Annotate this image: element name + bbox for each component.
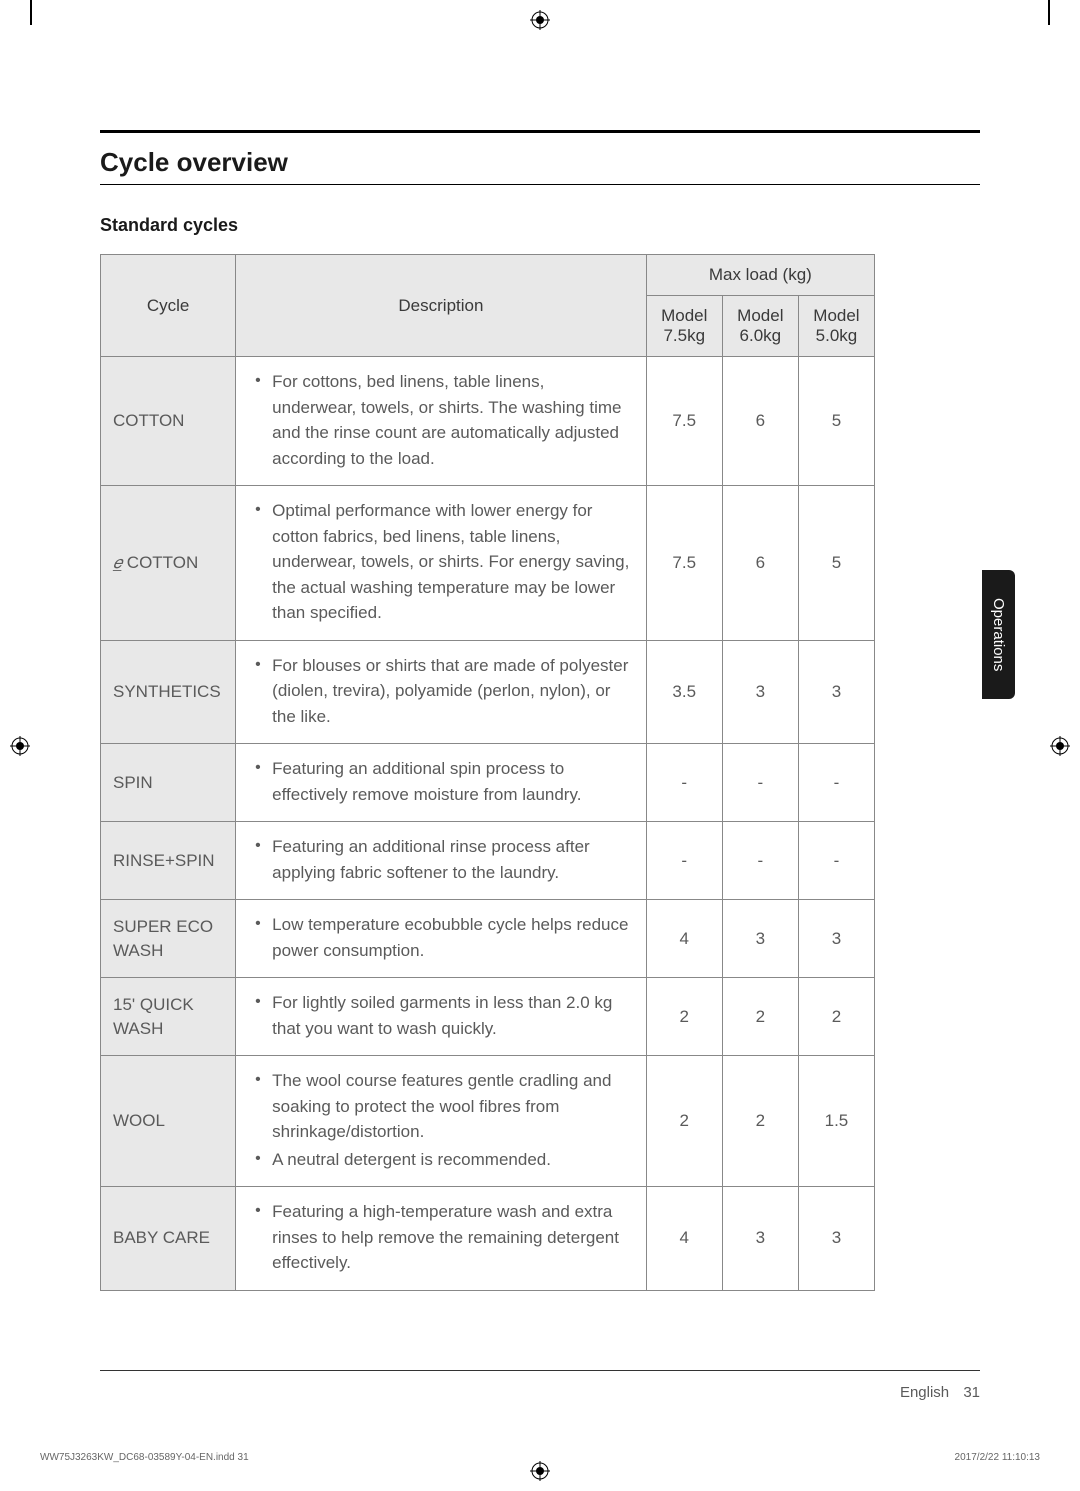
table-row: WOOLThe wool course features gentle crad… bbox=[101, 1056, 875, 1187]
load-value: 7.5 bbox=[646, 486, 722, 641]
table-row: 𝑒̲ COTTONOptimal performance with lower … bbox=[101, 486, 875, 641]
description-item: Featuring an additional rinse process af… bbox=[250, 834, 632, 885]
cycle-name: BABY CARE bbox=[101, 1187, 236, 1291]
description-item: Featuring a high-temperature wash and ex… bbox=[250, 1199, 632, 1276]
load-value: - bbox=[722, 822, 798, 900]
description-cell: Featuring a high-temperature wash and ex… bbox=[236, 1187, 647, 1291]
description-cell: The wool course features gentle cradling… bbox=[236, 1056, 647, 1187]
load-value: 2 bbox=[798, 978, 874, 1056]
description-cell: Optimal performance with lower energy fo… bbox=[236, 486, 647, 641]
table-row: SUPER ECO WASH Low temperature ecobubble … bbox=[101, 900, 875, 978]
header-cycle: Cycle bbox=[101, 255, 236, 357]
description-item: For cottons, bed linens, table linens, u… bbox=[250, 369, 632, 471]
header-max-load: Max load (kg) bbox=[646, 255, 874, 296]
description-cell: Low temperature ecobubble cycle helps re… bbox=[236, 900, 647, 978]
load-value: 2 bbox=[646, 978, 722, 1056]
load-value: 6 bbox=[722, 486, 798, 641]
table-row: SYNTHETICSFor blouses or shirts that are… bbox=[101, 640, 875, 744]
registration-mark-icon bbox=[10, 736, 30, 756]
crop-mark bbox=[1048, 0, 1050, 25]
rule-bottom bbox=[100, 184, 980, 185]
description-item: The wool course features gentle cradling… bbox=[250, 1068, 632, 1145]
cycle-name: WOOL bbox=[101, 1056, 236, 1187]
rule-top bbox=[100, 130, 980, 133]
page-content: Cycle overview Standard cycles Cycle Des… bbox=[0, 0, 1080, 1351]
cycle-name: SPIN bbox=[101, 744, 236, 822]
table-row: SPIN Featuring an additional spin process… bbox=[101, 744, 875, 822]
cycle-name: SYNTHETICS bbox=[101, 640, 236, 744]
load-value: - bbox=[646, 744, 722, 822]
load-value: - bbox=[798, 822, 874, 900]
cycle-name: RINSE+SPIN bbox=[101, 822, 236, 900]
description-item: Featuring an additional spin process to … bbox=[250, 756, 632, 807]
load-value: 2 bbox=[722, 1056, 798, 1187]
description-cell: For cottons, bed linens, table linens, u… bbox=[236, 357, 647, 486]
description-item: For lightly soiled garments in less than… bbox=[250, 990, 632, 1041]
side-tab: Operations bbox=[982, 570, 1015, 699]
footer-rule bbox=[100, 1370, 980, 1371]
header-model-75: Model 7.5kg bbox=[646, 296, 722, 357]
load-value: 1.5 bbox=[798, 1056, 874, 1187]
table-row: 15' QUICK WASH For lightly soiled garment… bbox=[101, 978, 875, 1056]
table-row: RINSE+SPIN Featuring an additional rinse … bbox=[101, 822, 875, 900]
print-footer-right: 2017/2/22 11:10:13 bbox=[955, 1452, 1040, 1463]
language-label: English bbox=[900, 1384, 949, 1401]
description-item: For blouses or shirts that are made of p… bbox=[250, 653, 632, 730]
description-cell: Featuring an additional rinse process af… bbox=[236, 822, 647, 900]
load-value: 2 bbox=[722, 978, 798, 1056]
table-body: COTTONFor cottons, bed linens, table lin… bbox=[101, 357, 875, 1291]
section-title: Cycle overview bbox=[100, 147, 980, 178]
registration-mark-icon bbox=[1050, 736, 1070, 756]
description-cell: For lightly soiled garments in less than… bbox=[236, 978, 647, 1056]
load-value: - bbox=[646, 822, 722, 900]
load-value: 3 bbox=[722, 1187, 798, 1291]
description-cell: For blouses or shirts that are made of p… bbox=[236, 640, 647, 744]
print-footer-left: WW75J3263KW_DC68-03589Y-04-EN.indd 31 bbox=[40, 1452, 249, 1463]
load-value: 2 bbox=[646, 1056, 722, 1187]
page-number: 31 bbox=[963, 1384, 980, 1401]
load-value: 5 bbox=[798, 357, 874, 486]
description-item: Optimal performance with lower energy fo… bbox=[250, 498, 632, 626]
registration-mark-icon bbox=[530, 10, 550, 30]
description-cell: Featuring an additional spin process to … bbox=[236, 744, 647, 822]
header-description: Description bbox=[236, 255, 647, 357]
load-value: 3.5 bbox=[646, 640, 722, 744]
load-value: 4 bbox=[646, 900, 722, 978]
load-value: - bbox=[798, 744, 874, 822]
load-value: 3 bbox=[722, 640, 798, 744]
cycle-name: COTTON bbox=[101, 357, 236, 486]
load-value: 3 bbox=[798, 900, 874, 978]
cycle-name: 𝑒̲ COTTON bbox=[101, 486, 236, 641]
load-value: 4 bbox=[646, 1187, 722, 1291]
load-value: - bbox=[722, 744, 798, 822]
crop-mark bbox=[30, 0, 32, 25]
load-value: 7.5 bbox=[646, 357, 722, 486]
description-item: Low temperature ecobubble cycle helps re… bbox=[250, 912, 632, 963]
load-value: 3 bbox=[798, 1187, 874, 1291]
page-label: English 31 bbox=[900, 1384, 980, 1401]
description-item: A neutral detergent is recommended. bbox=[250, 1147, 632, 1173]
header-model-60: Model 6.0kg bbox=[722, 296, 798, 357]
load-value: 3 bbox=[722, 900, 798, 978]
load-value: 6 bbox=[722, 357, 798, 486]
load-value: 3 bbox=[798, 640, 874, 744]
table-row: BABY CAREFeaturing a high-temperature wa… bbox=[101, 1187, 875, 1291]
load-value: 5 bbox=[798, 486, 874, 641]
cycle-name: SUPER ECO WASH bbox=[101, 900, 236, 978]
cycle-name: 15' QUICK WASH bbox=[101, 978, 236, 1056]
registration-mark-icon bbox=[530, 1461, 550, 1481]
table-row: COTTONFor cottons, bed linens, table lin… bbox=[101, 357, 875, 486]
header-model-50: Model 5.0kg bbox=[798, 296, 874, 357]
cycle-table: Cycle Description Max load (kg) Model 7.… bbox=[100, 254, 875, 1291]
sub-title: Standard cycles bbox=[100, 215, 980, 236]
